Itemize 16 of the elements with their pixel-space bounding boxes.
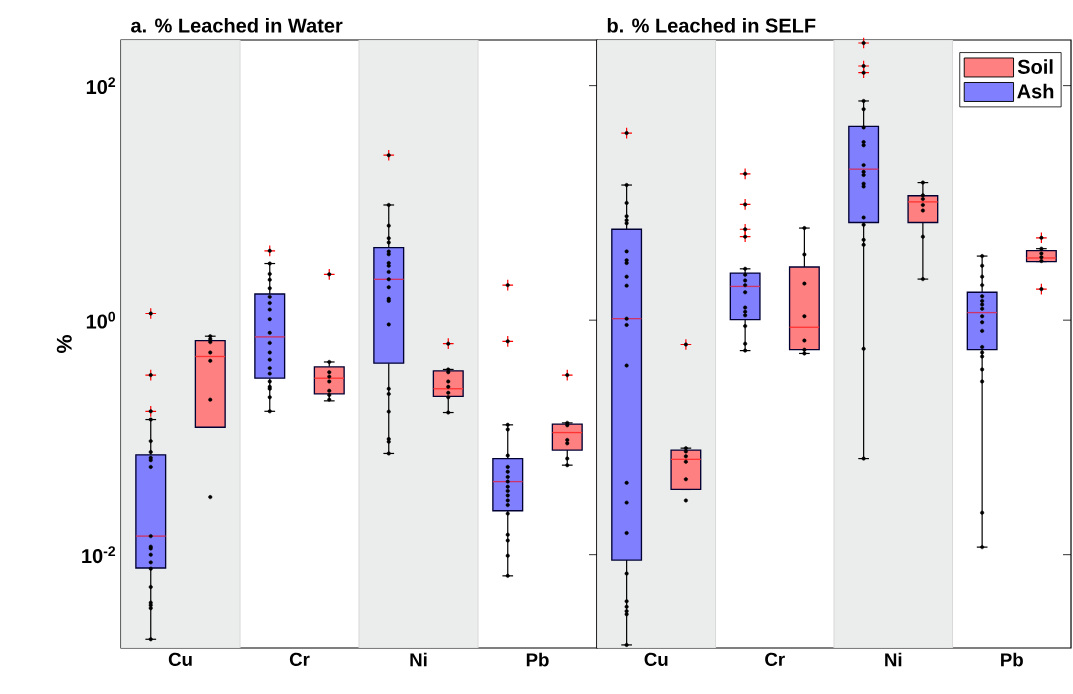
x-tick-label: Ni xyxy=(410,652,427,667)
x-tick-label: Cu xyxy=(168,652,192,666)
chart-title: a. % Leached in Water xyxy=(131,17,343,33)
x-tick-label: Ni xyxy=(885,652,902,667)
x-tick-label: Cr xyxy=(765,652,785,666)
legend-label: Soil xyxy=(1017,59,1053,74)
x-tick-label: Cr xyxy=(289,652,310,666)
y-tick-label: 10$^{0}$ xyxy=(86,311,116,329)
x-tick-label: Pb xyxy=(1001,652,1023,667)
x-tick-label: Pb xyxy=(526,652,549,667)
legend-label: Ash xyxy=(1017,83,1054,99)
x-tick-label: Cu xyxy=(644,652,668,666)
y-tick-label: 10$^{-2}$ xyxy=(82,546,116,564)
chart-title: b. % Leached in SELF xyxy=(607,17,816,33)
y-tick-label: 10$^{2}$ xyxy=(86,77,116,95)
y-axis-title: % xyxy=(56,335,72,353)
